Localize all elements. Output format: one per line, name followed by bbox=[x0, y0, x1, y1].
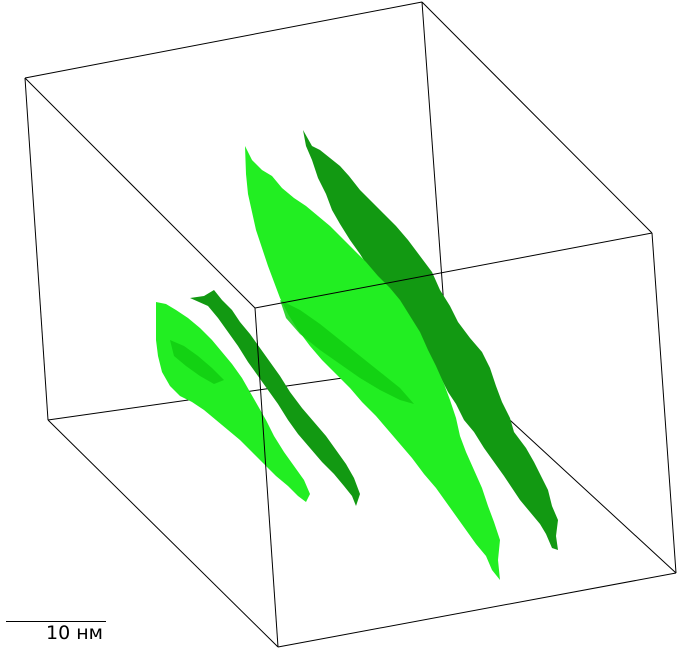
isosurface-shading bbox=[170, 300, 414, 404]
shading-patch bbox=[280, 300, 414, 404]
scale-bar-label: 10 нм bbox=[46, 622, 103, 644]
box-edge bbox=[24, 1, 423, 79]
bright-sheet-small bbox=[156, 302, 310, 502]
box-edge bbox=[24, 77, 256, 309]
box-edge bbox=[24, 77, 49, 421]
box-edge bbox=[254, 307, 279, 648]
isosurface-sheet-bright bbox=[156, 146, 500, 580]
box-edge bbox=[421, 1, 653, 234]
scale-bar-line bbox=[6, 621, 106, 622]
dark-sheet-small bbox=[190, 290, 360, 506]
box-edge bbox=[47, 419, 279, 648]
dark-sheet-large bbox=[303, 130, 558, 550]
shading-patch bbox=[170, 340, 224, 384]
isosurface-sheet-dark bbox=[190, 130, 558, 550]
bounding-box-front-edges bbox=[24, 1, 677, 648]
box-edge bbox=[277, 572, 677, 648]
box-edge bbox=[254, 232, 653, 309]
box-edge bbox=[651, 232, 677, 574]
bright-sheet-large bbox=[245, 146, 500, 580]
